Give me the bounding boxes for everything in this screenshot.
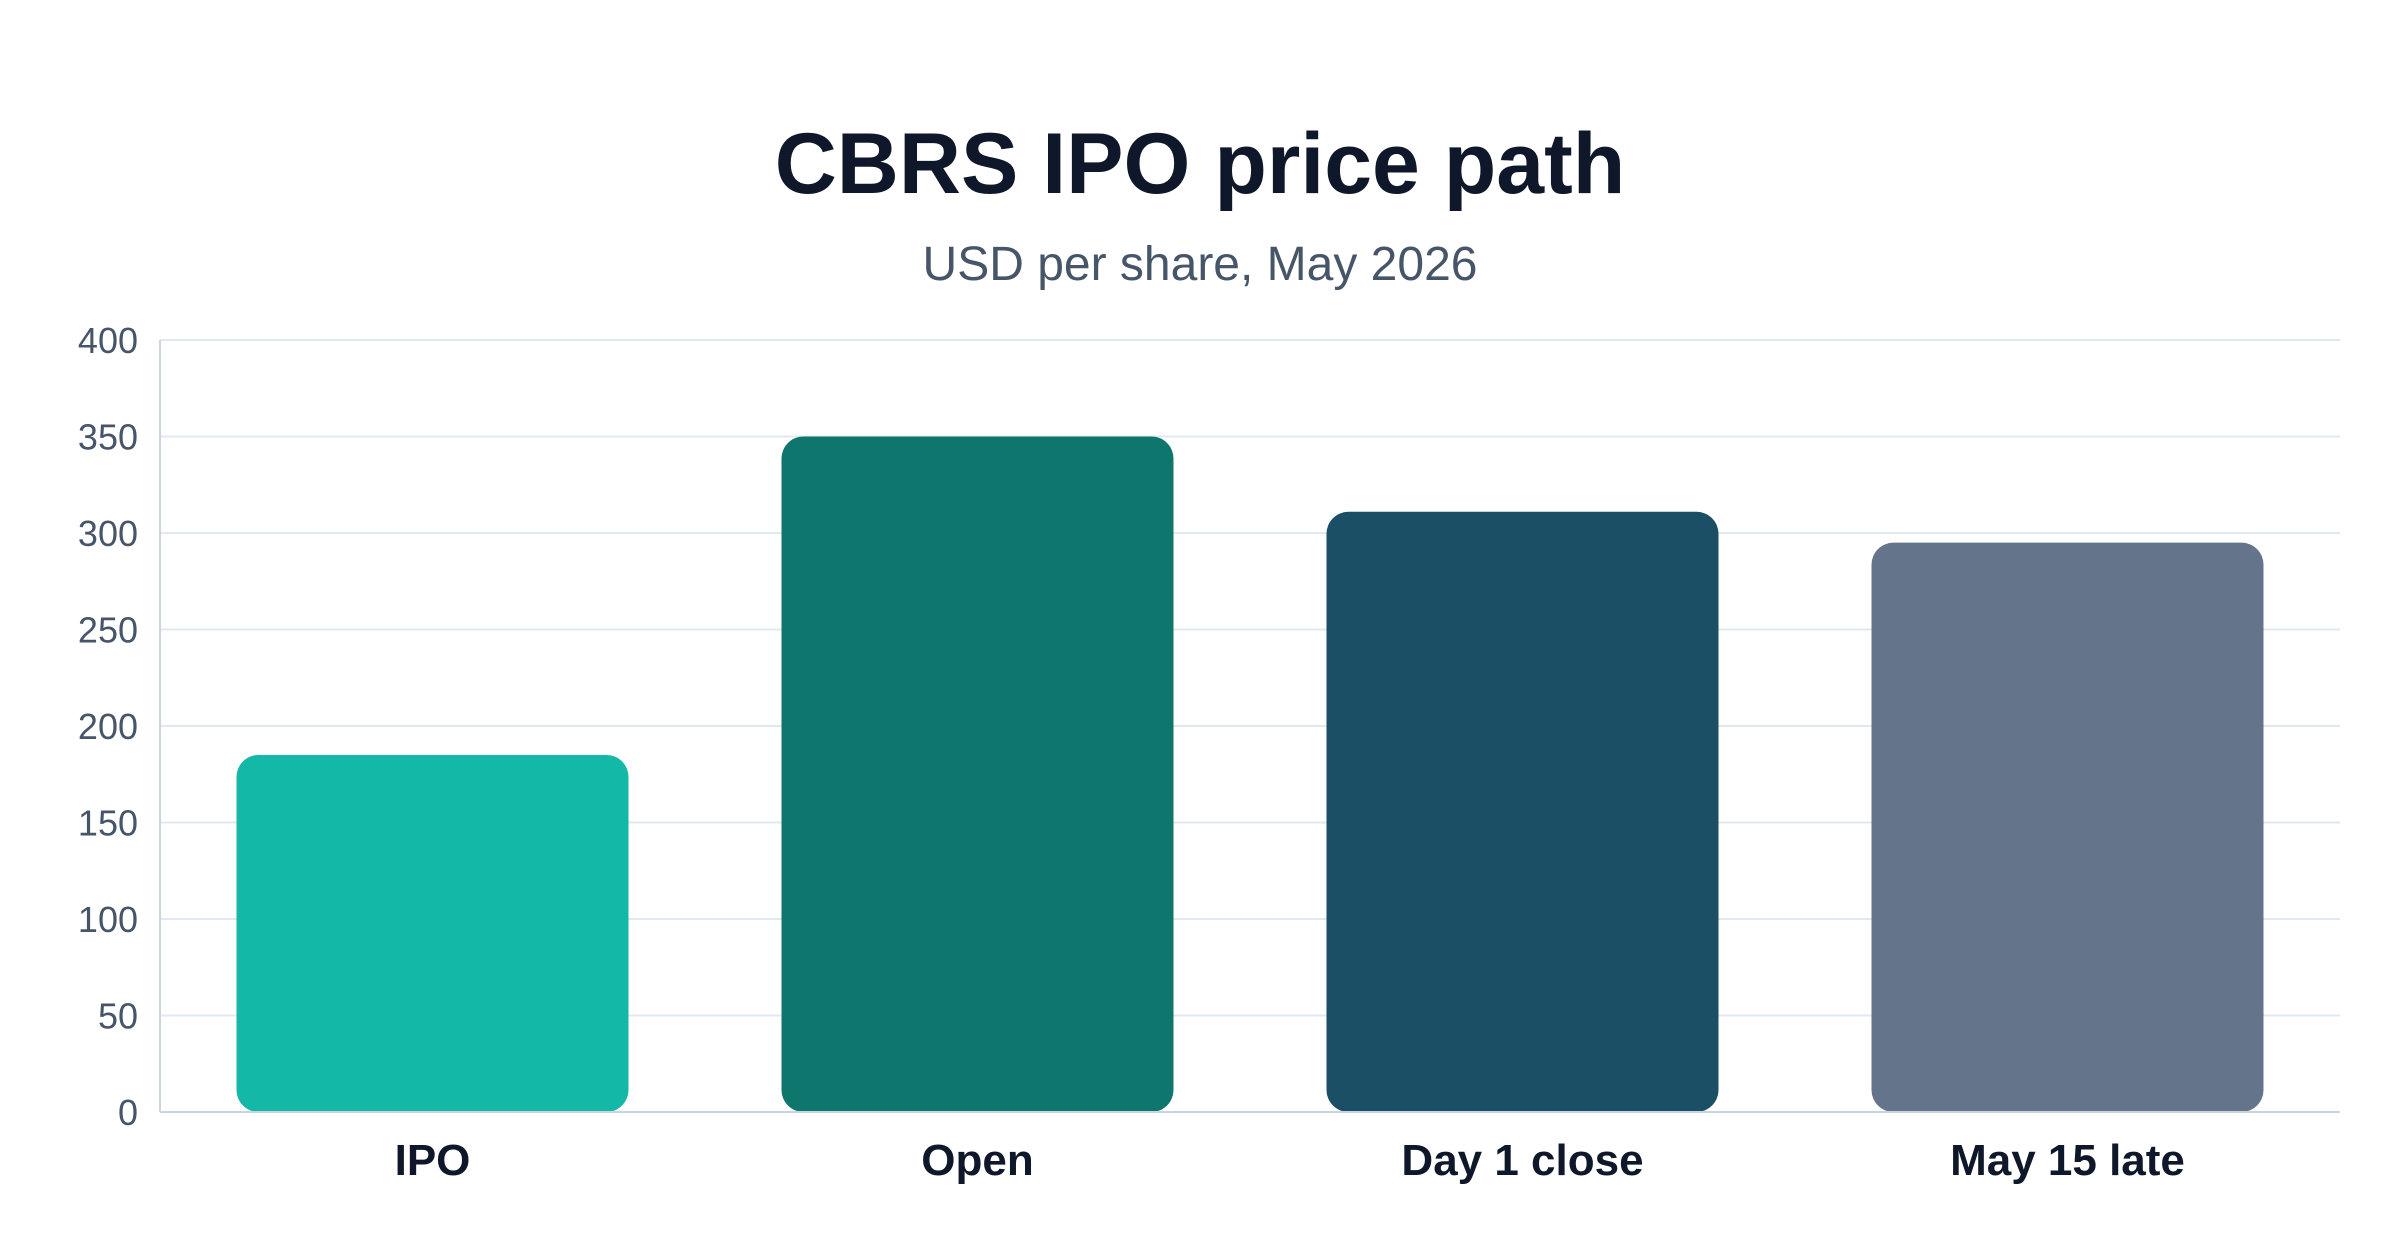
bar-ipo	[236, 754, 629, 1112]
bar-may-15-late	[1871, 542, 2264, 1112]
x-axis-ticks: IPO Open Day 1 close May 15 late	[395, 1136, 2185, 1185]
x-tick-label: IPO	[395, 1136, 471, 1185]
y-tick-label: 300	[78, 513, 138, 554]
chart-subtitle: USD per share, May 2026	[923, 238, 1478, 291]
y-tick-label: 400	[78, 320, 138, 361]
bar-open	[781, 436, 1174, 1112]
x-tick-label: May 15 late	[1950, 1136, 2185, 1185]
y-tick-label: 150	[78, 803, 138, 844]
x-tick-label: Open	[921, 1136, 1033, 1185]
y-tick-label: 350	[78, 417, 138, 458]
y-tick-label: 0	[118, 1092, 138, 1133]
y-axis-ticks: 0 50 100 150 200 250 300 350 400	[78, 320, 138, 1133]
y-tick-label: 200	[78, 706, 138, 747]
y-tick-label: 250	[78, 610, 138, 651]
x-tick-label: Day 1 close	[1401, 1136, 1643, 1185]
y-tick-label: 100	[78, 899, 138, 940]
bars	[236, 436, 2264, 1112]
y-tick-label: 50	[98, 996, 138, 1037]
bar-day-1-close	[1326, 511, 1719, 1112]
chart-title: CBRS IPO price path	[775, 116, 1626, 212]
